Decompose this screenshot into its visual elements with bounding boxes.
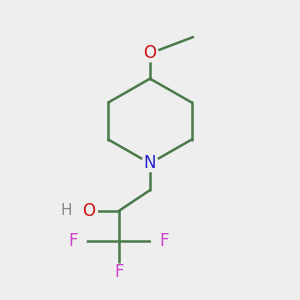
- Text: O: O: [143, 44, 157, 62]
- Circle shape: [142, 155, 158, 172]
- Circle shape: [152, 232, 168, 249]
- Circle shape: [142, 45, 158, 62]
- Text: O: O: [82, 202, 96, 220]
- Text: H: H: [60, 203, 72, 218]
- Text: F: F: [160, 232, 169, 250]
- Text: N: N: [144, 154, 156, 172]
- Circle shape: [70, 232, 86, 249]
- Circle shape: [81, 202, 98, 219]
- Text: F: F: [114, 263, 124, 281]
- Text: F: F: [68, 232, 78, 250]
- Circle shape: [110, 264, 127, 281]
